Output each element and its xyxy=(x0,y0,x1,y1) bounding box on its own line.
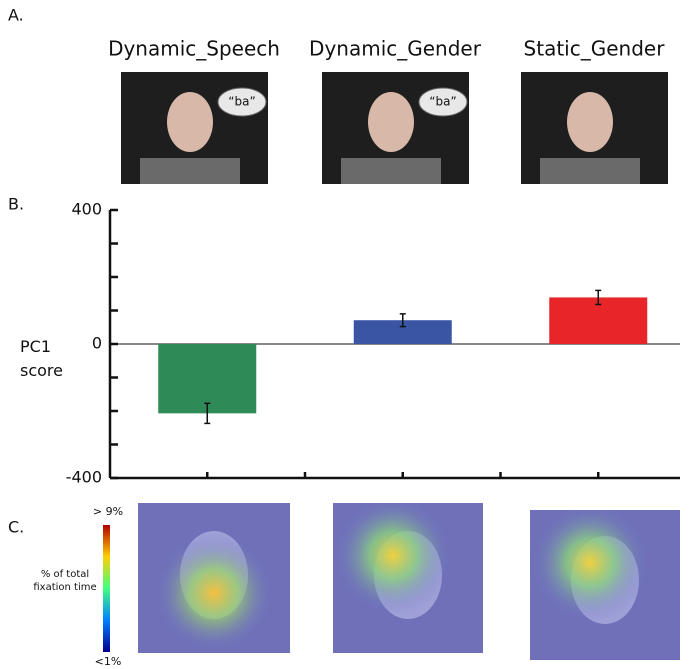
condition-label: Static_Gender xyxy=(524,37,666,61)
heatmap xyxy=(530,510,680,660)
heatmap xyxy=(138,503,290,653)
speech-bubble: “ba” xyxy=(228,95,255,109)
figure: A. B. C. “ba” “ba” > 9% <1% -400 0 400 Dyna… xyxy=(0,0,694,669)
colorbar xyxy=(103,525,110,652)
colorbar-title: % of total fixation time xyxy=(30,568,100,594)
speech-bubble: “ba” xyxy=(429,95,456,109)
condition-label: Dynamic_Gender xyxy=(309,37,482,61)
panel-label: C. xyxy=(8,518,24,537)
panel-label: A. xyxy=(8,6,24,25)
heatmap xyxy=(333,503,483,653)
photo xyxy=(121,72,268,184)
chart: A. B. C. “ba” “ba” > 9% <1% -400 0 400 Dyna… xyxy=(0,0,694,669)
y-tick-label: 400 xyxy=(71,200,102,219)
condition-label: Dynamic_Speech xyxy=(108,37,280,61)
photo xyxy=(521,72,668,184)
panel-label: B. xyxy=(8,195,24,214)
y-tick-label: -400 xyxy=(66,468,102,487)
y-tick-label: 0 xyxy=(92,334,102,353)
colorbar-min: <1% xyxy=(95,655,122,668)
photo xyxy=(322,72,469,184)
colorbar-max: > 9% xyxy=(93,505,123,518)
y-axis-label: PC1 score xyxy=(20,335,60,383)
